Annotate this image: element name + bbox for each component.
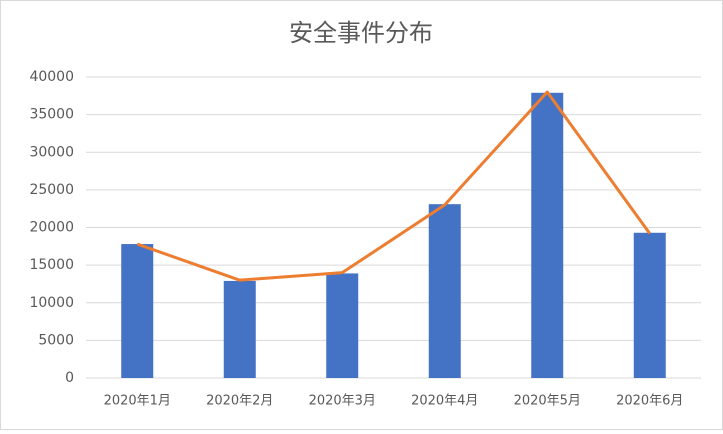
y-tick-label: 40000 — [29, 69, 74, 85]
x-tick-label: 2020年6月 — [616, 394, 683, 409]
x-tick-label: 2020年1月 — [104, 394, 171, 409]
bar — [223, 280, 256, 378]
x-tick-label: 2020年5月 — [514, 394, 581, 409]
bar — [326, 273, 359, 378]
y-tick-label: 15000 — [29, 257, 74, 273]
bar — [531, 92, 564, 379]
y-tick-label: 10000 — [29, 295, 74, 311]
y-tick-label: 20000 — [29, 220, 74, 236]
y-tick-label: 30000 — [29, 144, 74, 160]
chart-title: 安全事件分布 — [289, 19, 433, 47]
y-tick-label: 5000 — [38, 332, 74, 348]
x-tick-label: 2020年4月 — [411, 394, 478, 409]
x-tick-label: 2020年2月 — [206, 394, 273, 409]
y-tick-label: 25000 — [29, 182, 74, 198]
bar — [633, 232, 666, 378]
bar — [121, 244, 154, 378]
x-tick-label: 2020年3月 — [309, 394, 376, 409]
y-tick-label: 0 — [65, 370, 74, 386]
line — [136, 90, 651, 282]
bar — [428, 204, 461, 378]
y-tick-label: 35000 — [29, 107, 74, 123]
